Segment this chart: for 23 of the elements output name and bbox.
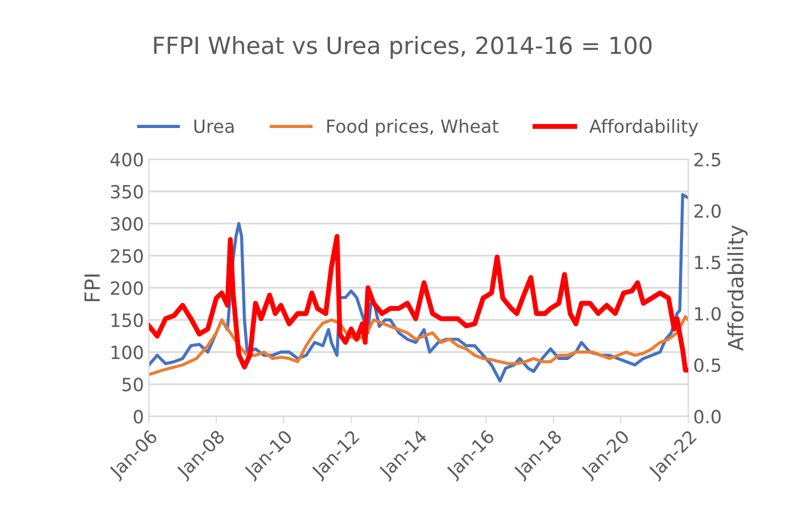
y2-tick-label: 1.0 <box>695 307 721 321</box>
y2-tick-label: 1.5 <box>695 256 720 270</box>
y-tick-label: 50 <box>122 378 143 392</box>
y-tick-label: 250 <box>110 249 143 263</box>
legend-label: Affordability <box>589 119 698 137</box>
y2-tick-label: 2.0 <box>694 204 721 218</box>
y2-tick-label: 0.5 <box>694 358 720 372</box>
y-tick-label: 400 <box>110 152 143 166</box>
y-tick-label: 350 <box>110 184 143 199</box>
line-series <box>148 315 688 376</box>
y-tick-label: 300 <box>110 217 143 231</box>
y2-tick-label: 0.0 <box>694 410 721 424</box>
y-axis-title: FPI <box>84 274 100 302</box>
line-series <box>148 234 688 373</box>
legend-label: Food prices, Wheat <box>327 119 498 137</box>
y-tick-label: 150 <box>112 313 143 328</box>
y-tick-label: 100 <box>112 346 143 360</box>
chart-title: FFPI Wheat vs Urea prices, 2014-16 = 100 <box>154 36 652 59</box>
y-tick-label: 200 <box>110 281 143 295</box>
legend-label: Urea <box>194 120 234 134</box>
y2-tick-label: 2.5 <box>694 152 720 166</box>
y2-axis-title: Affordability <box>727 225 748 351</box>
y-tick-label: 0 <box>134 410 143 424</box>
